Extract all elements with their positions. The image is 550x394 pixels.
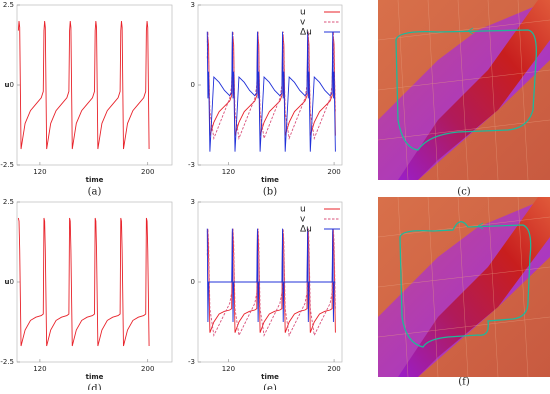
legend-label: Δu	[300, 225, 312, 235]
surface-fold	[398, 0, 550, 180]
y-tick-label: -2.5	[0, 161, 14, 169]
x-axis-label: time	[261, 373, 279, 381]
y-tick-label: -3	[188, 161, 195, 169]
x-tick-label: 120	[222, 365, 235, 373]
x-tick-label: 120	[222, 168, 235, 176]
plot-frame	[197, 4, 343, 166]
y-tick-label: 2.5	[3, 198, 14, 206]
series-line	[17, 20, 150, 150]
trajectory	[399, 221, 532, 348]
y-tick-label: 0	[191, 81, 195, 89]
x-axis-label: time	[86, 176, 104, 184]
caption: (a)	[88, 187, 102, 198]
x-tick-label: 200	[141, 365, 154, 373]
y-tick-label: 0	[191, 278, 195, 286]
legend-label: Δu	[300, 28, 312, 38]
legend-label: v	[300, 18, 306, 28]
y-tick-label: 0	[10, 278, 14, 286]
y-tick-label: -2.5	[0, 358, 14, 366]
legend-label: v	[300, 215, 306, 225]
x-tick-label: 120	[33, 365, 46, 373]
x-tick-label: 200	[327, 365, 340, 373]
y-tick-label: 3	[191, 1, 195, 9]
caption: (c)	[457, 187, 471, 198]
series-line	[206, 228, 336, 323]
trajectory	[395, 29, 537, 151]
surface-plot	[377, 196, 550, 378]
x-tick-label: 200	[327, 168, 340, 176]
y-tick-label: -3	[188, 358, 195, 366]
x-axis-label: time	[86, 373, 104, 381]
mesh	[377, 0, 550, 181]
mesh	[377, 196, 550, 378]
y-axis-label: u	[5, 278, 10, 286]
y-tick-label: 3	[191, 198, 195, 206]
legend-label: u	[300, 205, 306, 215]
caption: (f)	[458, 377, 470, 388]
surface-fold	[398, 197, 550, 377]
y-axis-label: u	[5, 81, 10, 89]
series-line	[206, 31, 336, 152]
caption: (b)	[263, 187, 277, 198]
y-tick-label: 0	[10, 81, 14, 89]
x-axis-label: time	[261, 176, 279, 184]
series-line	[206, 36, 336, 136]
series-line	[17, 217, 150, 347]
surface-plot	[377, 0, 550, 181]
x-tick-label: 200	[141, 168, 154, 176]
trajectory-arrow	[477, 222, 484, 230]
series-line	[206, 231, 336, 333]
x-tick-label: 120	[33, 168, 46, 176]
trajectory-arrow	[467, 27, 474, 35]
series-line	[206, 228, 336, 337]
legend-label: u	[300, 8, 306, 18]
caption: (e)	[263, 384, 277, 391]
y-tick-label: 2.5	[3, 1, 14, 9]
caption: (d)	[87, 384, 101, 391]
